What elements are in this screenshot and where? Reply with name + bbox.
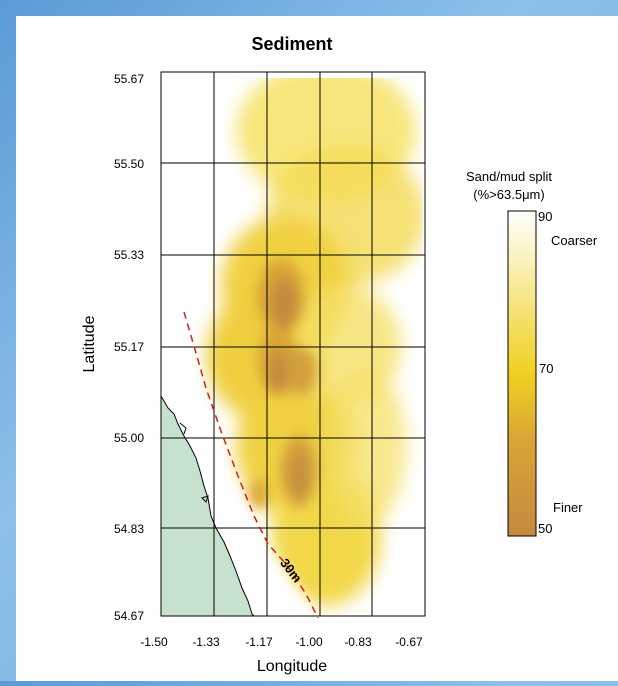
x-tick-label: -0.83 xyxy=(344,635,372,649)
y-tick-label: 54.67 xyxy=(114,609,144,623)
x-tick-label: -1.50 xyxy=(140,635,168,649)
map-panel: Sediment xyxy=(16,16,618,681)
y-axis-title: Latitude xyxy=(81,315,98,372)
grid-lines xyxy=(161,72,425,616)
y-tick-label: 55.00 xyxy=(114,431,144,445)
land-area xyxy=(160,394,256,617)
legend-min-label: 50 xyxy=(538,521,552,536)
x-tick-label: -1.17 xyxy=(245,635,273,649)
plot-frame xyxy=(160,71,426,617)
y-tick-label: 55.67 xyxy=(114,72,144,86)
x-axis-title: Longitude xyxy=(257,658,327,675)
legend-subtitle: (%>63.5μm) xyxy=(473,187,544,202)
x-tick-label: -0.67 xyxy=(395,635,423,649)
y-tick-label: 54.83 xyxy=(114,522,144,536)
y-tick-label: 55.17 xyxy=(114,340,144,354)
legend-max-label: 90 xyxy=(538,209,552,224)
depth-contour-30m xyxy=(183,311,319,619)
legend-finer-label: Finer xyxy=(553,500,583,515)
map-title: Sediment xyxy=(251,34,332,54)
x-tick-label: -1.33 xyxy=(192,635,220,649)
x-tick-label: -1.00 xyxy=(295,635,323,649)
legend: Sand/mud split (%>63.5μm) 90 Coarser 70 … xyxy=(466,169,598,537)
legend-coarser-label: Coarser xyxy=(551,233,598,248)
legend-mid-label: 70 xyxy=(539,361,553,376)
sediment-map: Sediment xyxy=(81,34,598,675)
legend-title: Sand/mud split xyxy=(466,169,552,184)
y-tick-label: 55.33 xyxy=(114,248,144,262)
legend-colorbar xyxy=(507,210,537,537)
y-tick-label: 55.50 xyxy=(114,157,144,171)
